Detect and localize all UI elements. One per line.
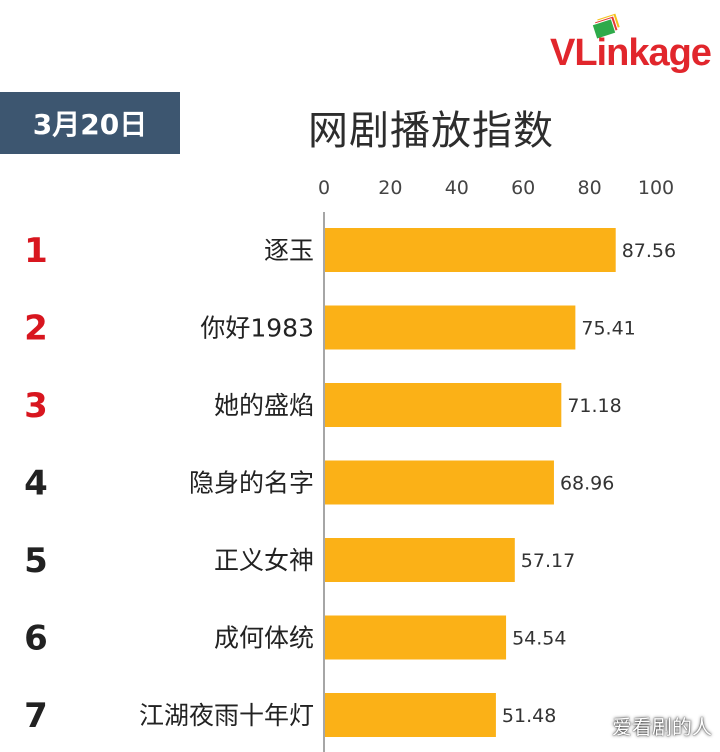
chart-title: 网剧播放指数 xyxy=(308,108,554,154)
category-label: 她的盛焰 xyxy=(214,391,314,420)
rank-number: 7 xyxy=(24,696,48,736)
date-label: 3月20日 xyxy=(32,108,148,141)
bar xyxy=(325,228,616,272)
value-label: 75.41 xyxy=(581,318,635,340)
rank-number: 5 xyxy=(24,541,48,581)
x-tick-label: 40 xyxy=(445,177,469,199)
rank-number: 6 xyxy=(24,619,48,659)
x-tick-label: 60 xyxy=(511,177,535,199)
value-label: 54.54 xyxy=(512,628,566,650)
value-label: 68.96 xyxy=(560,473,614,495)
rank-number: 4 xyxy=(24,464,48,504)
bar xyxy=(325,693,496,737)
brand-logo: VLinkage xyxy=(548,6,720,80)
rank-number: 3 xyxy=(24,386,48,426)
date-banner: 3月20日 xyxy=(0,92,180,154)
bar xyxy=(325,615,507,660)
bar xyxy=(325,383,562,427)
bar xyxy=(325,460,554,505)
x-tick-label: 20 xyxy=(378,177,402,199)
category-label: 成何体统 xyxy=(214,624,314,653)
category-label: 正义女神 xyxy=(214,546,314,575)
value-label: 51.48 xyxy=(502,705,556,727)
value-label: 71.18 xyxy=(567,395,621,417)
x-tick-label: 0 xyxy=(318,177,330,199)
bar xyxy=(325,305,576,350)
category-label: 你好1983 xyxy=(200,314,314,343)
rank-number: 1 xyxy=(24,231,48,271)
rank-number: 2 xyxy=(24,309,48,349)
value-label: 57.17 xyxy=(521,550,575,572)
value-label: 87.56 xyxy=(622,240,676,262)
category-label: 隐身的名字 xyxy=(189,469,314,498)
brand-name: VLinkage xyxy=(550,32,712,74)
bar xyxy=(325,538,515,582)
category-label: 江湖夜雨十年灯 xyxy=(139,701,314,730)
category-label: 逐玉 xyxy=(264,236,314,265)
logo-cards-icon xyxy=(591,12,621,40)
x-tick-label: 80 xyxy=(578,177,602,199)
x-tick-label: 100 xyxy=(638,177,674,199)
watermark: 爱看剧的人 xyxy=(612,715,712,739)
bar-chart: 0 20 40 60 80 100 1 逐玉 87.56 2 你好1983 75.41 3 她的盛焰 71.… xyxy=(24,177,676,752)
